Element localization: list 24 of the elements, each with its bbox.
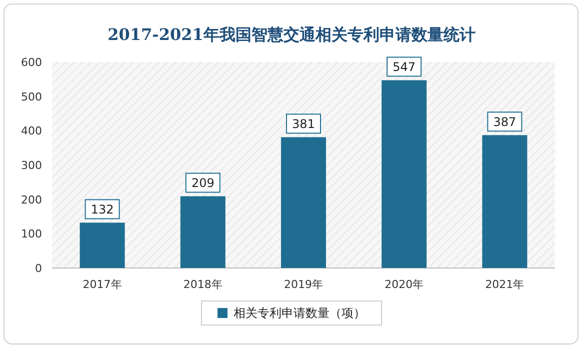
x-tick-label: 2020年: [384, 278, 424, 291]
legend-label: 相关专利申请数量（项）: [234, 306, 366, 320]
data-label: 547: [392, 60, 416, 74]
x-tick-label: 2017年: [82, 278, 122, 291]
bar: [281, 137, 326, 268]
y-tick-label: 0: [35, 262, 42, 275]
x-tick-label: 2019年: [284, 278, 323, 291]
bar: [80, 222, 125, 268]
data-label: 209: [191, 176, 214, 190]
bar: [180, 196, 226, 268]
y-tick-label: 500: [21, 90, 42, 104]
y-tick-label: 600: [21, 56, 42, 69]
bar: [482, 135, 528, 268]
y-tick-label: 200: [21, 193, 42, 206]
bar: [382, 80, 427, 268]
data-label: 381: [292, 117, 315, 132]
chart-title: 2017-2021年我国智慧交通相关专利申请数量统计: [108, 25, 476, 44]
y-tick-label: 300: [21, 159, 42, 172]
x-tick-label: 2018年: [183, 278, 222, 291]
x-tick-label: 2021年: [485, 278, 524, 291]
y-tick-label: 400: [21, 124, 42, 138]
data-label: 387: [493, 115, 516, 130]
y-tick-label: 100: [21, 228, 42, 241]
data-label: 132: [90, 202, 114, 217]
